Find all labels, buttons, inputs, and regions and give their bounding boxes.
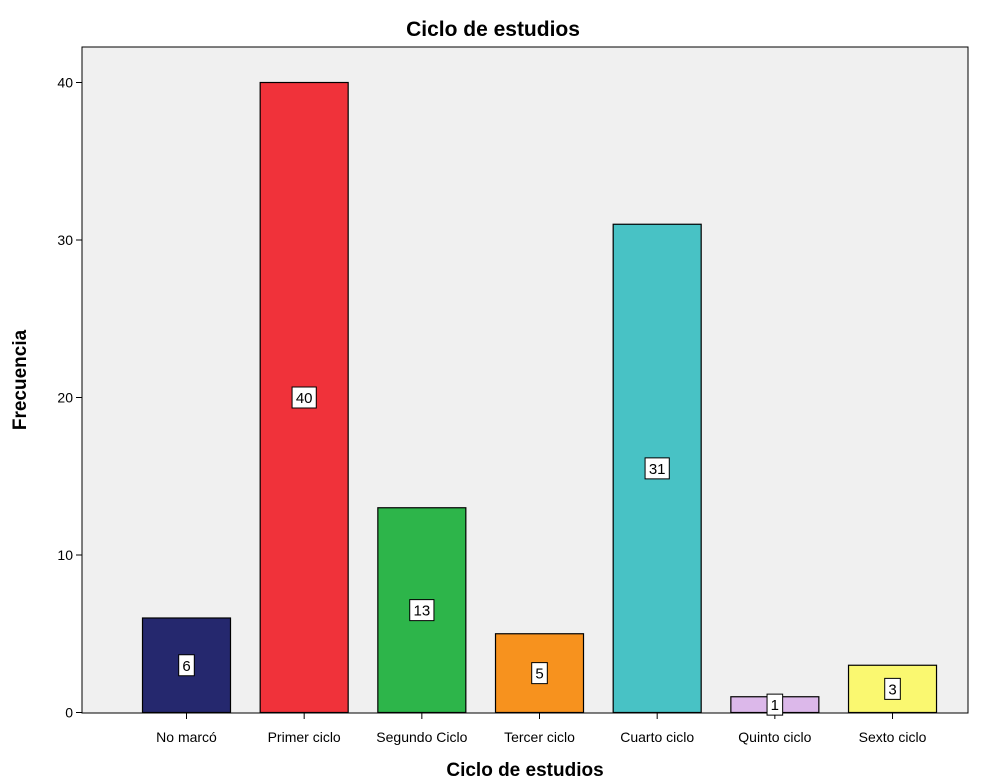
data-label-box [178,654,195,677]
y-tick-label: 40 [57,75,73,91]
data-label: 13 [413,603,430,620]
x-axis: No marcó Primer ciclo Segundo Ciclo Tercer … [156,713,927,745]
data-label: 3 [888,681,896,698]
chart-title: Ciclo de estudios [406,18,580,41]
data-label-box [766,693,784,716]
data-label-box [409,599,435,622]
y-tick-label: 20 [57,390,73,406]
data-label-box [884,677,901,700]
data-label: 31 [649,461,666,478]
data-label: 40 [296,390,313,407]
x-tick-label: No marcó [156,729,217,745]
data-label-box [531,662,548,685]
plot-area [81,46,969,714]
bars [141,81,938,714]
y-axis-title: Frecuencia [10,329,31,430]
data-label: 5 [535,666,543,683]
x-tick-label: Tercer ciclo [504,729,575,745]
x-axis-title: Ciclo de estudios [446,760,603,781]
x-tick-label: Sexto ciclo [859,729,927,745]
data-label-box [644,457,670,480]
y-tick-label: 0 [65,705,73,721]
y-tick-label: 30 [57,232,73,248]
y-tick-label: 10 [57,547,73,563]
data-label: 1 [771,697,779,714]
data-label-box [291,386,317,409]
data-label: 6 [182,658,190,675]
y-axis: 0 10 20 30 40 [57,75,82,721]
x-tick-label: Cuarto ciclo [620,729,694,745]
x-tick-label: Segundo Ciclo [376,729,467,745]
x-tick-label: Primer ciclo [268,729,341,745]
x-tick-label: Quinto ciclo [738,729,811,745]
